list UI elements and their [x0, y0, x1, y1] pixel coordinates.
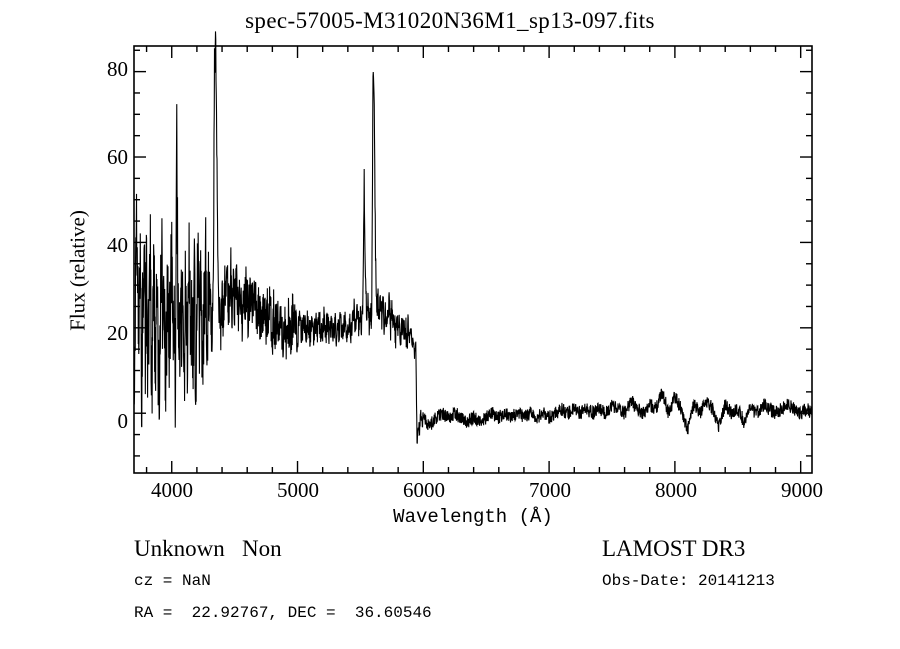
obs-date-label: Obs-Date: 20141213 [602, 572, 775, 590]
x-tick-label-9000: 9000 [781, 478, 823, 502]
y-tick-label-40: 40 [107, 233, 128, 257]
x-tick-label-7000: 7000 [529, 478, 571, 502]
coordinates-label: RA = 22.92767, DEC = 36.60546 [134, 604, 432, 622]
x-tick-label-5000: 5000 [277, 478, 319, 502]
x-axis-label: Wavelength (Å) [393, 506, 553, 528]
object-class-label: Unknown Non [134, 536, 282, 561]
y-tick-label-60: 60 [107, 145, 128, 169]
x-tick-label-8000: 8000 [655, 478, 697, 502]
page-title: spec-57005-M31020N36M1_sp13-097.fits [245, 8, 655, 33]
spectrum-trace-group [133, 31, 813, 444]
spectrum-trace [133, 31, 813, 444]
cz-label: cz = NaN [134, 572, 211, 590]
axis-frame [133, 45, 813, 474]
y-tick-label-80: 80 [107, 57, 128, 81]
y-tick-label-20: 20 [107, 321, 128, 345]
axis-ticks [134, 46, 812, 473]
x-tick-label-6000: 6000 [403, 478, 445, 502]
y-tick-label-0: 0 [117, 409, 129, 433]
survey-label: LAMOST DR3 [602, 536, 746, 561]
x-tick-label-4000: 4000 [151, 478, 193, 502]
